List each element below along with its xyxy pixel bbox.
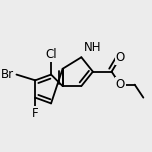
Text: O: O	[116, 78, 125, 91]
Text: NH: NH	[84, 41, 102, 54]
Text: Cl: Cl	[45, 48, 57, 61]
Text: Br: Br	[1, 68, 14, 81]
Text: O: O	[116, 51, 125, 64]
Text: F: F	[32, 107, 38, 120]
